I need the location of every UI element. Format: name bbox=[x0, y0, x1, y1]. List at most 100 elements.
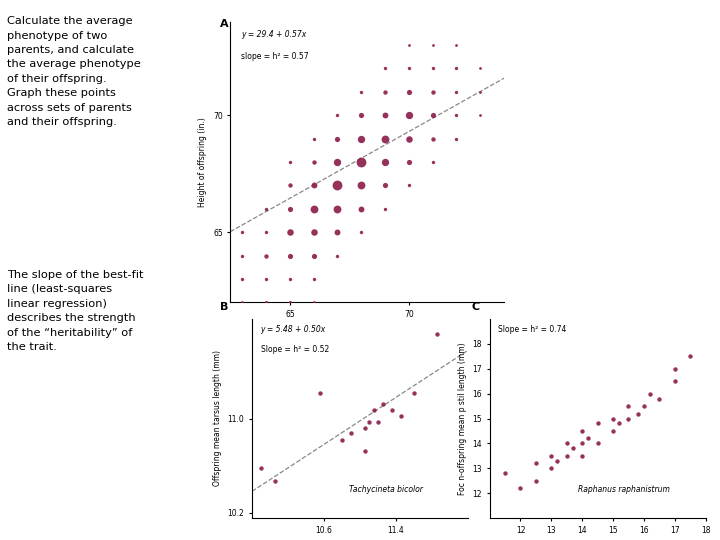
Point bbox=[359, 447, 370, 456]
Point bbox=[377, 400, 388, 409]
Point bbox=[577, 427, 588, 435]
Point bbox=[499, 469, 510, 478]
Point bbox=[403, 87, 415, 96]
Point bbox=[356, 228, 367, 237]
Point bbox=[427, 87, 438, 96]
Point bbox=[669, 364, 680, 373]
Point bbox=[237, 251, 248, 260]
Point bbox=[269, 476, 280, 485]
Point bbox=[308, 298, 320, 307]
Point bbox=[582, 434, 594, 443]
Point bbox=[332, 251, 343, 260]
Point bbox=[427, 158, 438, 166]
Point bbox=[613, 419, 625, 428]
Point bbox=[530, 477, 541, 485]
Point bbox=[403, 158, 415, 166]
Point bbox=[515, 484, 526, 493]
Point bbox=[332, 158, 343, 166]
Point bbox=[577, 451, 588, 460]
Point bbox=[372, 418, 384, 427]
Text: Raphanus raphanistrum: Raphanus raphanistrum bbox=[577, 485, 670, 495]
Point bbox=[261, 205, 272, 213]
Point bbox=[379, 181, 391, 190]
Point bbox=[623, 402, 634, 410]
Point bbox=[356, 205, 367, 213]
Point bbox=[530, 459, 541, 468]
Text: Slope = h² = 0.74: Slope = h² = 0.74 bbox=[498, 325, 567, 334]
Point bbox=[386, 406, 397, 415]
Point bbox=[403, 134, 415, 143]
Point bbox=[669, 377, 680, 386]
Point bbox=[427, 134, 438, 143]
Point bbox=[314, 388, 325, 397]
Point bbox=[427, 64, 438, 73]
Point bbox=[379, 134, 391, 143]
Point bbox=[284, 205, 296, 213]
Point bbox=[332, 228, 343, 237]
Point bbox=[644, 389, 656, 398]
Point bbox=[607, 427, 618, 435]
Y-axis label: Offspring mean tarsus length (mm): Offspring mean tarsus length (mm) bbox=[213, 350, 222, 487]
Point bbox=[451, 40, 462, 49]
Point bbox=[284, 228, 296, 237]
Point bbox=[356, 134, 367, 143]
Point bbox=[284, 181, 296, 190]
Point bbox=[368, 406, 379, 415]
Point bbox=[237, 275, 248, 284]
Point bbox=[379, 111, 391, 119]
Point bbox=[356, 111, 367, 119]
Point bbox=[395, 412, 406, 421]
Text: A: A bbox=[220, 19, 228, 29]
Point bbox=[308, 158, 320, 166]
Point bbox=[261, 228, 272, 237]
Point bbox=[567, 444, 579, 453]
Point bbox=[379, 87, 391, 96]
Point bbox=[451, 134, 462, 143]
Point bbox=[632, 409, 644, 418]
Point bbox=[638, 402, 649, 410]
Point bbox=[356, 87, 367, 96]
Point bbox=[654, 394, 665, 403]
Point bbox=[474, 111, 486, 119]
Point bbox=[685, 352, 696, 360]
Point bbox=[451, 87, 462, 96]
Text: C: C bbox=[472, 302, 480, 313]
Point bbox=[451, 64, 462, 73]
Point bbox=[451, 111, 462, 119]
Point bbox=[261, 251, 272, 260]
Text: Tachycineta bicolor: Tachycineta bicolor bbox=[349, 485, 423, 495]
Point bbox=[332, 181, 343, 190]
Text: y = 29.4 + 0.57x: y = 29.4 + 0.57x bbox=[241, 30, 307, 39]
Point bbox=[403, 181, 415, 190]
Point bbox=[379, 158, 391, 166]
Point bbox=[308, 205, 320, 213]
Point bbox=[403, 111, 415, 119]
Point bbox=[379, 205, 391, 213]
Point bbox=[623, 414, 634, 423]
Point bbox=[284, 158, 296, 166]
Point bbox=[379, 64, 391, 73]
Point bbox=[359, 423, 370, 432]
Point bbox=[364, 418, 375, 427]
Point bbox=[284, 275, 296, 284]
Point bbox=[308, 251, 320, 260]
Point bbox=[431, 329, 442, 338]
Point bbox=[474, 64, 486, 73]
Point bbox=[577, 439, 588, 448]
Point bbox=[284, 251, 296, 260]
Point bbox=[308, 181, 320, 190]
Point bbox=[308, 228, 320, 237]
Point bbox=[332, 134, 343, 143]
Point bbox=[332, 205, 343, 213]
Y-axis label: Height of offspring (in.): Height of offspring (in.) bbox=[199, 117, 207, 207]
X-axis label: Average height of parents (in.): Average height of parents (in.) bbox=[308, 325, 426, 334]
Point bbox=[356, 181, 367, 190]
Point bbox=[261, 298, 272, 307]
Point bbox=[403, 40, 415, 49]
Point bbox=[546, 451, 557, 460]
Text: slope = h² = 0.57: slope = h² = 0.57 bbox=[241, 52, 309, 62]
Point bbox=[561, 439, 572, 448]
Point bbox=[256, 463, 267, 472]
Point bbox=[237, 298, 248, 307]
Point bbox=[561, 451, 572, 460]
